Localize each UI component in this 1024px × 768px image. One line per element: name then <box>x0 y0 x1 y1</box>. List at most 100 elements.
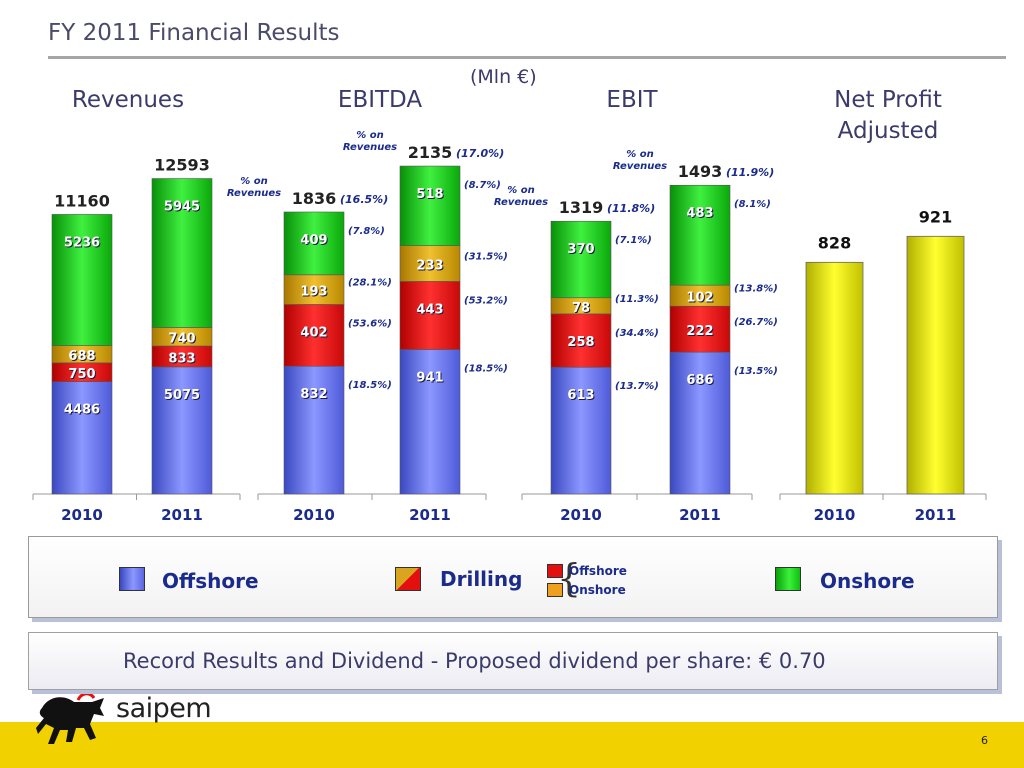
brand-wordmark: saipem <box>116 693 212 724</box>
data-label-offshore-shadow: 613 <box>568 389 595 404</box>
data-label-onshore-shadow: 5945 <box>165 201 201 216</box>
total-margin-label: (16.5%) <box>340 193 388 206</box>
data-label-drilling-offshore: 402 <box>300 325 327 340</box>
dividend-text: Record Results and Dividend - Proposed d… <box>123 649 826 673</box>
total-label-shadow: 12593 <box>155 157 211 176</box>
category-label: 2011 <box>679 506 721 524</box>
margin-header-line1: % on <box>240 176 268 187</box>
total-margin-label: (17.0%) <box>456 147 504 160</box>
six-legged-dog-logo-icon <box>36 694 104 744</box>
total-label-shadow: 1319 <box>560 199 605 218</box>
legend-drilling-swatch <box>395 567 421 591</box>
margin-label-drilling-offshore: (53.6%) <box>348 318 392 329</box>
category-label: 2011 <box>161 506 203 524</box>
bar-segment-drilling-offshore <box>283 304 345 367</box>
legend-drilling-onshore-swatch <box>547 583 563 597</box>
data-label-drilling-onshore-shadow: 102 <box>687 292 714 307</box>
bar-segment-offshore <box>51 381 113 495</box>
legend-onshore-swatch <box>775 567 801 591</box>
chart-title-3: EBIT <box>606 87 658 113</box>
data-label-offshore-shadow: 941 <box>417 371 444 386</box>
margin-label-drilling-onshore: (31.5%) <box>464 252 508 263</box>
data-label-drilling-offshore: 750 <box>68 367 95 382</box>
margin-label-onshore: (7.8%) <box>348 226 385 237</box>
margin-label-drilling-onshore: (11.3%) <box>615 294 659 305</box>
bar-segment-drilling-offshore <box>669 305 731 353</box>
bar-segment-offshore <box>283 365 345 495</box>
margin-label-offshore: (13.5%) <box>734 366 778 377</box>
bar-segment-drilling-onshore <box>283 274 345 305</box>
data-label-drilling-offshore-shadow: 222 <box>687 325 714 340</box>
legend-drilling-onshore-label: Onshore <box>569 583 626 597</box>
financial-charts: Revenues20104486448675075068868852365236… <box>32 87 987 524</box>
total-label-shadow: 2135 <box>409 144 454 163</box>
total-label: 11160 <box>54 191 110 210</box>
data-label-net-profit: 921 <box>919 207 952 226</box>
total-label-shadow: 11160 <box>55 192 111 211</box>
data-label-drilling-offshore: 222 <box>686 324 713 339</box>
bar-segment-onshore <box>151 178 213 328</box>
page-title: FY 2011 Financial Results <box>48 20 340 46</box>
margin-label-offshore: (18.5%) <box>348 380 392 391</box>
margin-header-line2: Revenues <box>343 142 397 153</box>
data-label-drilling-offshore-shadow: 258 <box>568 336 595 351</box>
category-label: 2011 <box>409 506 451 524</box>
data-label-onshore: 5945 <box>164 200 200 215</box>
bar-segment-onshore <box>669 184 731 286</box>
bar-segment-drilling-onshore <box>399 245 461 282</box>
data-label-onshore-shadow: 409 <box>301 234 328 249</box>
bar-segment-onshore <box>283 211 345 276</box>
margin-header-line1: % on <box>626 149 654 160</box>
total-label: 1836 <box>292 189 337 208</box>
page-number: 6 <box>981 734 988 747</box>
data-label-offshore: 941 <box>416 370 443 385</box>
total-label: 12593 <box>154 156 210 175</box>
category-label: 2010 <box>560 506 602 524</box>
data-label-drilling-onshore: 193 <box>300 285 327 300</box>
data-label-offshore-shadow: 832 <box>301 388 328 403</box>
margin-label-drilling-offshore: (26.7%) <box>734 317 778 328</box>
data-label-drilling-offshore-shadow: 750 <box>69 368 96 383</box>
bar-segment-drilling-offshore <box>550 313 612 368</box>
legend: Offshore Drilling { Offshore Onshore Ons… <box>28 536 998 618</box>
margin-label-drilling-onshore: (28.1%) <box>348 278 392 289</box>
margin-label-drilling-offshore: (53.2%) <box>464 295 508 306</box>
data-label-drilling-onshore: 688 <box>68 349 95 364</box>
data-label-drilling-onshore-shadow: 193 <box>301 286 328 301</box>
data-label-offshore-shadow: 4486 <box>65 404 101 419</box>
total-label: 1493 <box>678 162 723 181</box>
category-label: 2010 <box>293 506 335 524</box>
units-label: (Mln €) <box>470 66 537 88</box>
data-label-drilling-onshore-shadow: 233 <box>417 260 444 275</box>
margin-label-offshore: (13.7%) <box>615 381 659 392</box>
margin-label-offshore: (18.5%) <box>464 363 508 374</box>
data-label-net-profit: 828 <box>818 233 851 252</box>
total-label: 2135 <box>408 143 453 162</box>
margin-header-line1: % on <box>356 130 384 141</box>
chart-title-2: EBITDA <box>338 87 422 113</box>
margin-label-onshore: (7.1%) <box>615 235 652 246</box>
data-label-onshore: 409 <box>300 233 327 248</box>
total-label-shadow: 1836 <box>293 190 338 209</box>
data-label-onshore: 5236 <box>64 235 100 250</box>
margin-label-onshore: (8.1%) <box>734 199 771 210</box>
footer-band <box>0 722 1024 768</box>
margin-header-line2: Revenues <box>494 197 548 208</box>
data-label-drilling-onshore-shadow: 740 <box>169 333 196 348</box>
data-label-drilling-onshore: 102 <box>686 291 713 306</box>
data-label-drilling-onshore-shadow: 688 <box>69 350 96 365</box>
bar-segment-onshore <box>550 220 612 299</box>
legend-drilling-offshore-swatch <box>547 564 563 578</box>
data-label-offshore: 4486 <box>64 403 100 418</box>
bar-segment-offshore <box>399 349 461 495</box>
title-divider <box>48 56 1006 59</box>
legend-offshore-label: Offshore <box>162 569 259 593</box>
margin-header-line2: Revenues <box>227 188 281 199</box>
legend-onshore-label: Onshore <box>820 569 915 593</box>
chart-title-4-line1: Net Profit <box>834 87 942 113</box>
category-label: 2011 <box>915 506 957 524</box>
data-label-offshore: 832 <box>300 387 327 402</box>
data-label-offshore: 5075 <box>164 388 200 403</box>
data-label-drilling-offshore: 258 <box>567 335 594 350</box>
total-label: 1319 <box>559 198 604 217</box>
